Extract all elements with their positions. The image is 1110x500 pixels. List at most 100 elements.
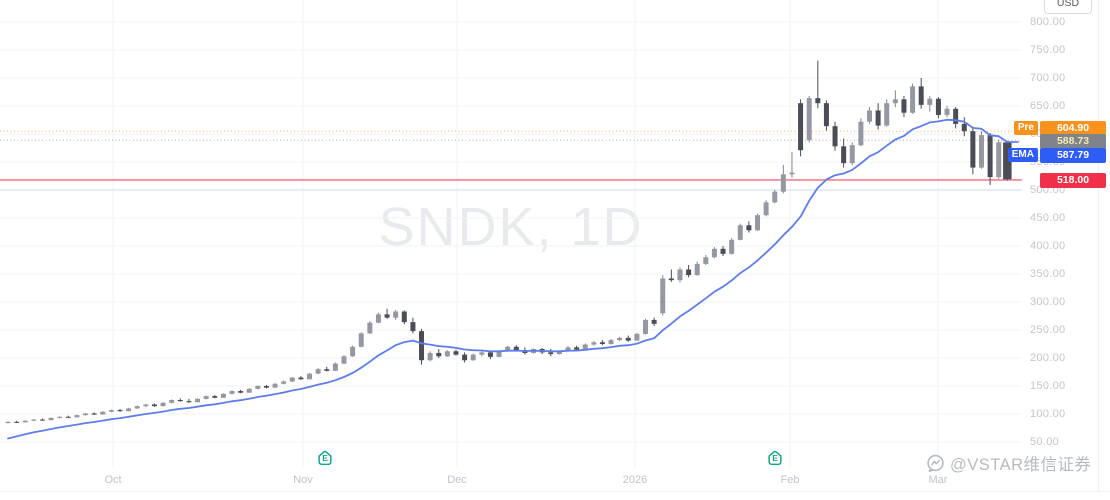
candle [470,354,476,361]
candle [401,311,407,323]
candle [48,417,54,421]
axis-right-edge [1098,0,1099,492]
price-badge-value: 587.79 [1040,147,1106,163]
candle [729,239,735,254]
candle [272,383,278,388]
candle [867,110,872,122]
candle [686,269,692,276]
candle [65,416,71,418]
candle [393,311,399,318]
time-tick-label-nov: Nov [293,474,313,486]
earnings-icon[interactable]: E [766,449,784,467]
candle [1003,142,1012,180]
candle [591,342,597,345]
candle [978,135,984,168]
candle [324,369,330,371]
candle [582,344,588,350]
candle [375,314,381,323]
price-tick-label: 150.00 [1030,379,1066,392]
price-axis[interactable]: 800.00750.00700.00650.00600.00550.00500.… [1007,0,1110,500]
price-tick-label: 50.00 [1030,435,1060,448]
price-badge-value: 588.73 [1040,134,1106,149]
price-tick-label: 650.00 [1030,99,1066,112]
candle [668,278,674,281]
candle [169,400,175,403]
price-tick-label: 400.00 [1030,239,1066,252]
candle [832,126,838,147]
candle [453,351,459,355]
candle [556,350,562,355]
candle [186,401,192,403]
candle [677,269,683,281]
price-tick-label: 700.00 [1030,71,1066,84]
price-badge-premarket[interactable]: Pre 604.90 [1013,120,1106,136]
candle [14,421,20,423]
time-tick-label-mar: Mar [928,474,948,486]
candle [384,314,390,318]
price-tick-label: 350.00 [1030,267,1066,280]
candle [935,98,941,115]
candle [944,108,950,115]
candle [763,202,769,216]
candle [996,142,1002,178]
candle [83,413,89,416]
candle [910,86,916,113]
candle [487,352,493,357]
candle [746,225,752,231]
candle [737,225,743,240]
candle [823,103,829,127]
time-tick-label-oct: Oct [104,474,122,486]
candle [772,191,778,203]
candle [634,333,640,341]
candle [229,391,235,394]
candle [151,404,157,407]
candle [367,322,373,334]
currency-button[interactable]: USD [1044,0,1092,14]
price-tick-label: 800.00 [1030,15,1066,28]
candle [970,131,976,168]
candle [711,248,717,258]
candle [212,396,218,398]
earnings-icon[interactable]: E [316,449,334,467]
candle [875,110,881,126]
candle [858,121,864,146]
price-badge-ema-label[interactable]: EMA 587.79 [1007,147,1106,163]
candle [203,396,209,399]
candle [643,319,649,334]
candle [755,215,761,231]
price-tick-label: 750.00 [1030,43,1066,56]
candle [263,386,269,388]
candle [496,351,502,357]
candle [350,346,356,357]
price-badge-chip: Pre [1013,121,1038,135]
price-badge-alert-518[interactable]: 518.00 [1040,172,1106,188]
candle [117,410,123,412]
candle [841,146,847,164]
candle [505,346,511,352]
candle [358,333,364,347]
candle [780,174,786,192]
candle [548,352,554,355]
candle [444,351,450,357]
candle [599,342,605,344]
candle [901,99,907,113]
candle [565,347,571,351]
candle [177,400,183,402]
candle [720,248,726,254]
candle [315,369,321,374]
candle [849,145,855,164]
candle [513,346,519,351]
time-tick-label-feb: Feb [780,474,800,486]
candle [74,415,80,418]
price-badge-prev-close[interactable]: 588.73 [1040,134,1106,149]
candle [108,410,114,412]
candle [789,172,795,175]
time-axis-separator [0,491,1110,492]
candle [427,352,433,361]
candle [134,406,140,409]
time-tick-label-dec: Dec [447,474,467,486]
candle [143,404,149,407]
candle [238,391,244,393]
